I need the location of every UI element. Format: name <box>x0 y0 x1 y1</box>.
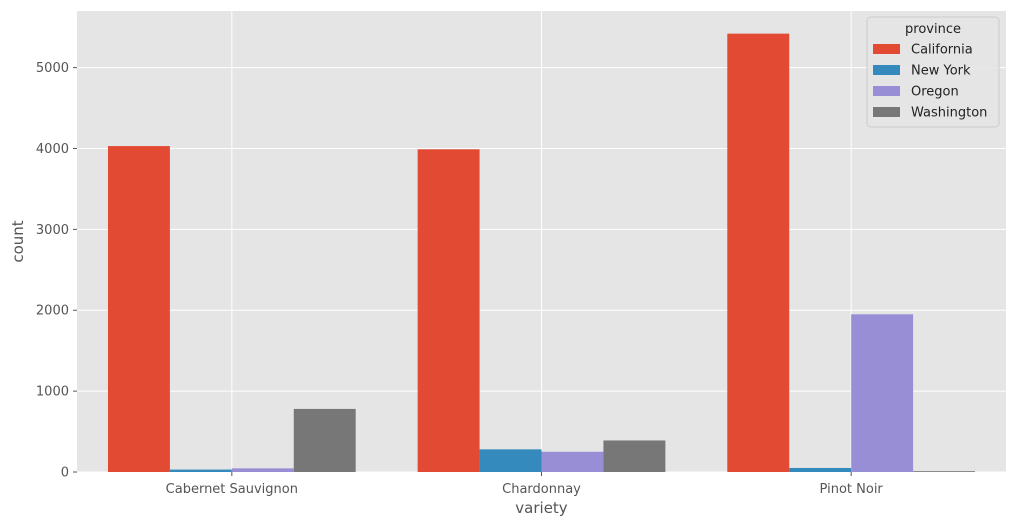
bar-new-york-2 <box>789 467 852 472</box>
bars <box>107 33 976 473</box>
legend-label-california: California <box>911 43 973 58</box>
bar-california-1 <box>417 149 480 473</box>
bar-california-2 <box>727 33 790 472</box>
legend-title: province <box>905 22 961 37</box>
x-axis-label: variety <box>515 499 568 517</box>
y-axis-label: count <box>9 220 27 262</box>
legend-swatch-california <box>873 44 900 54</box>
bar-washington-0 <box>293 408 356 472</box>
legend-items: California New York Oregon Washington <box>873 43 987 121</box>
bar-new-york-0 <box>169 469 232 472</box>
x-tick-label-2: Pinot Noir <box>820 482 884 497</box>
bar-oregon-1 <box>541 451 604 472</box>
x-tick-label-0: Cabernet Sauvignon <box>166 482 298 497</box>
legend-swatch-oregon <box>873 86 900 96</box>
legend-swatch-new-york <box>873 65 900 75</box>
y-axis-ticks: 0 1000 2000 3000 4000 5000 <box>36 61 77 481</box>
y-tick-label-4: 4000 <box>36 142 69 157</box>
y-tick-label-0: 0 <box>61 466 69 481</box>
bar-california-0 <box>107 146 170 472</box>
bar-oregon-2 <box>851 314 914 472</box>
legend-label-washington: Washington <box>911 106 987 121</box>
x-axis-ticks: Cabernet Sauvignon Chardonnay Pinot Noir <box>166 472 884 497</box>
bar-washington-2 <box>913 471 976 472</box>
legend: province California New York Oregon Washing… <box>866 16 1000 128</box>
bar-new-york-1 <box>479 449 542 472</box>
bar-oregon-0 <box>231 468 294 472</box>
legend-swatch-washington <box>873 107 900 117</box>
y-tick-label-1: 1000 <box>36 385 69 400</box>
bar-washington-1 <box>603 440 666 472</box>
x-tick-label-1: Chardonnay <box>502 482 581 497</box>
y-tick-label-5: 5000 <box>36 61 69 76</box>
y-tick-label-3: 3000 <box>36 223 69 238</box>
legend-label-oregon: Oregon <box>911 85 959 100</box>
y-tick-label-2: 2000 <box>36 304 69 319</box>
legend-label-new-york: New York <box>911 64 971 79</box>
